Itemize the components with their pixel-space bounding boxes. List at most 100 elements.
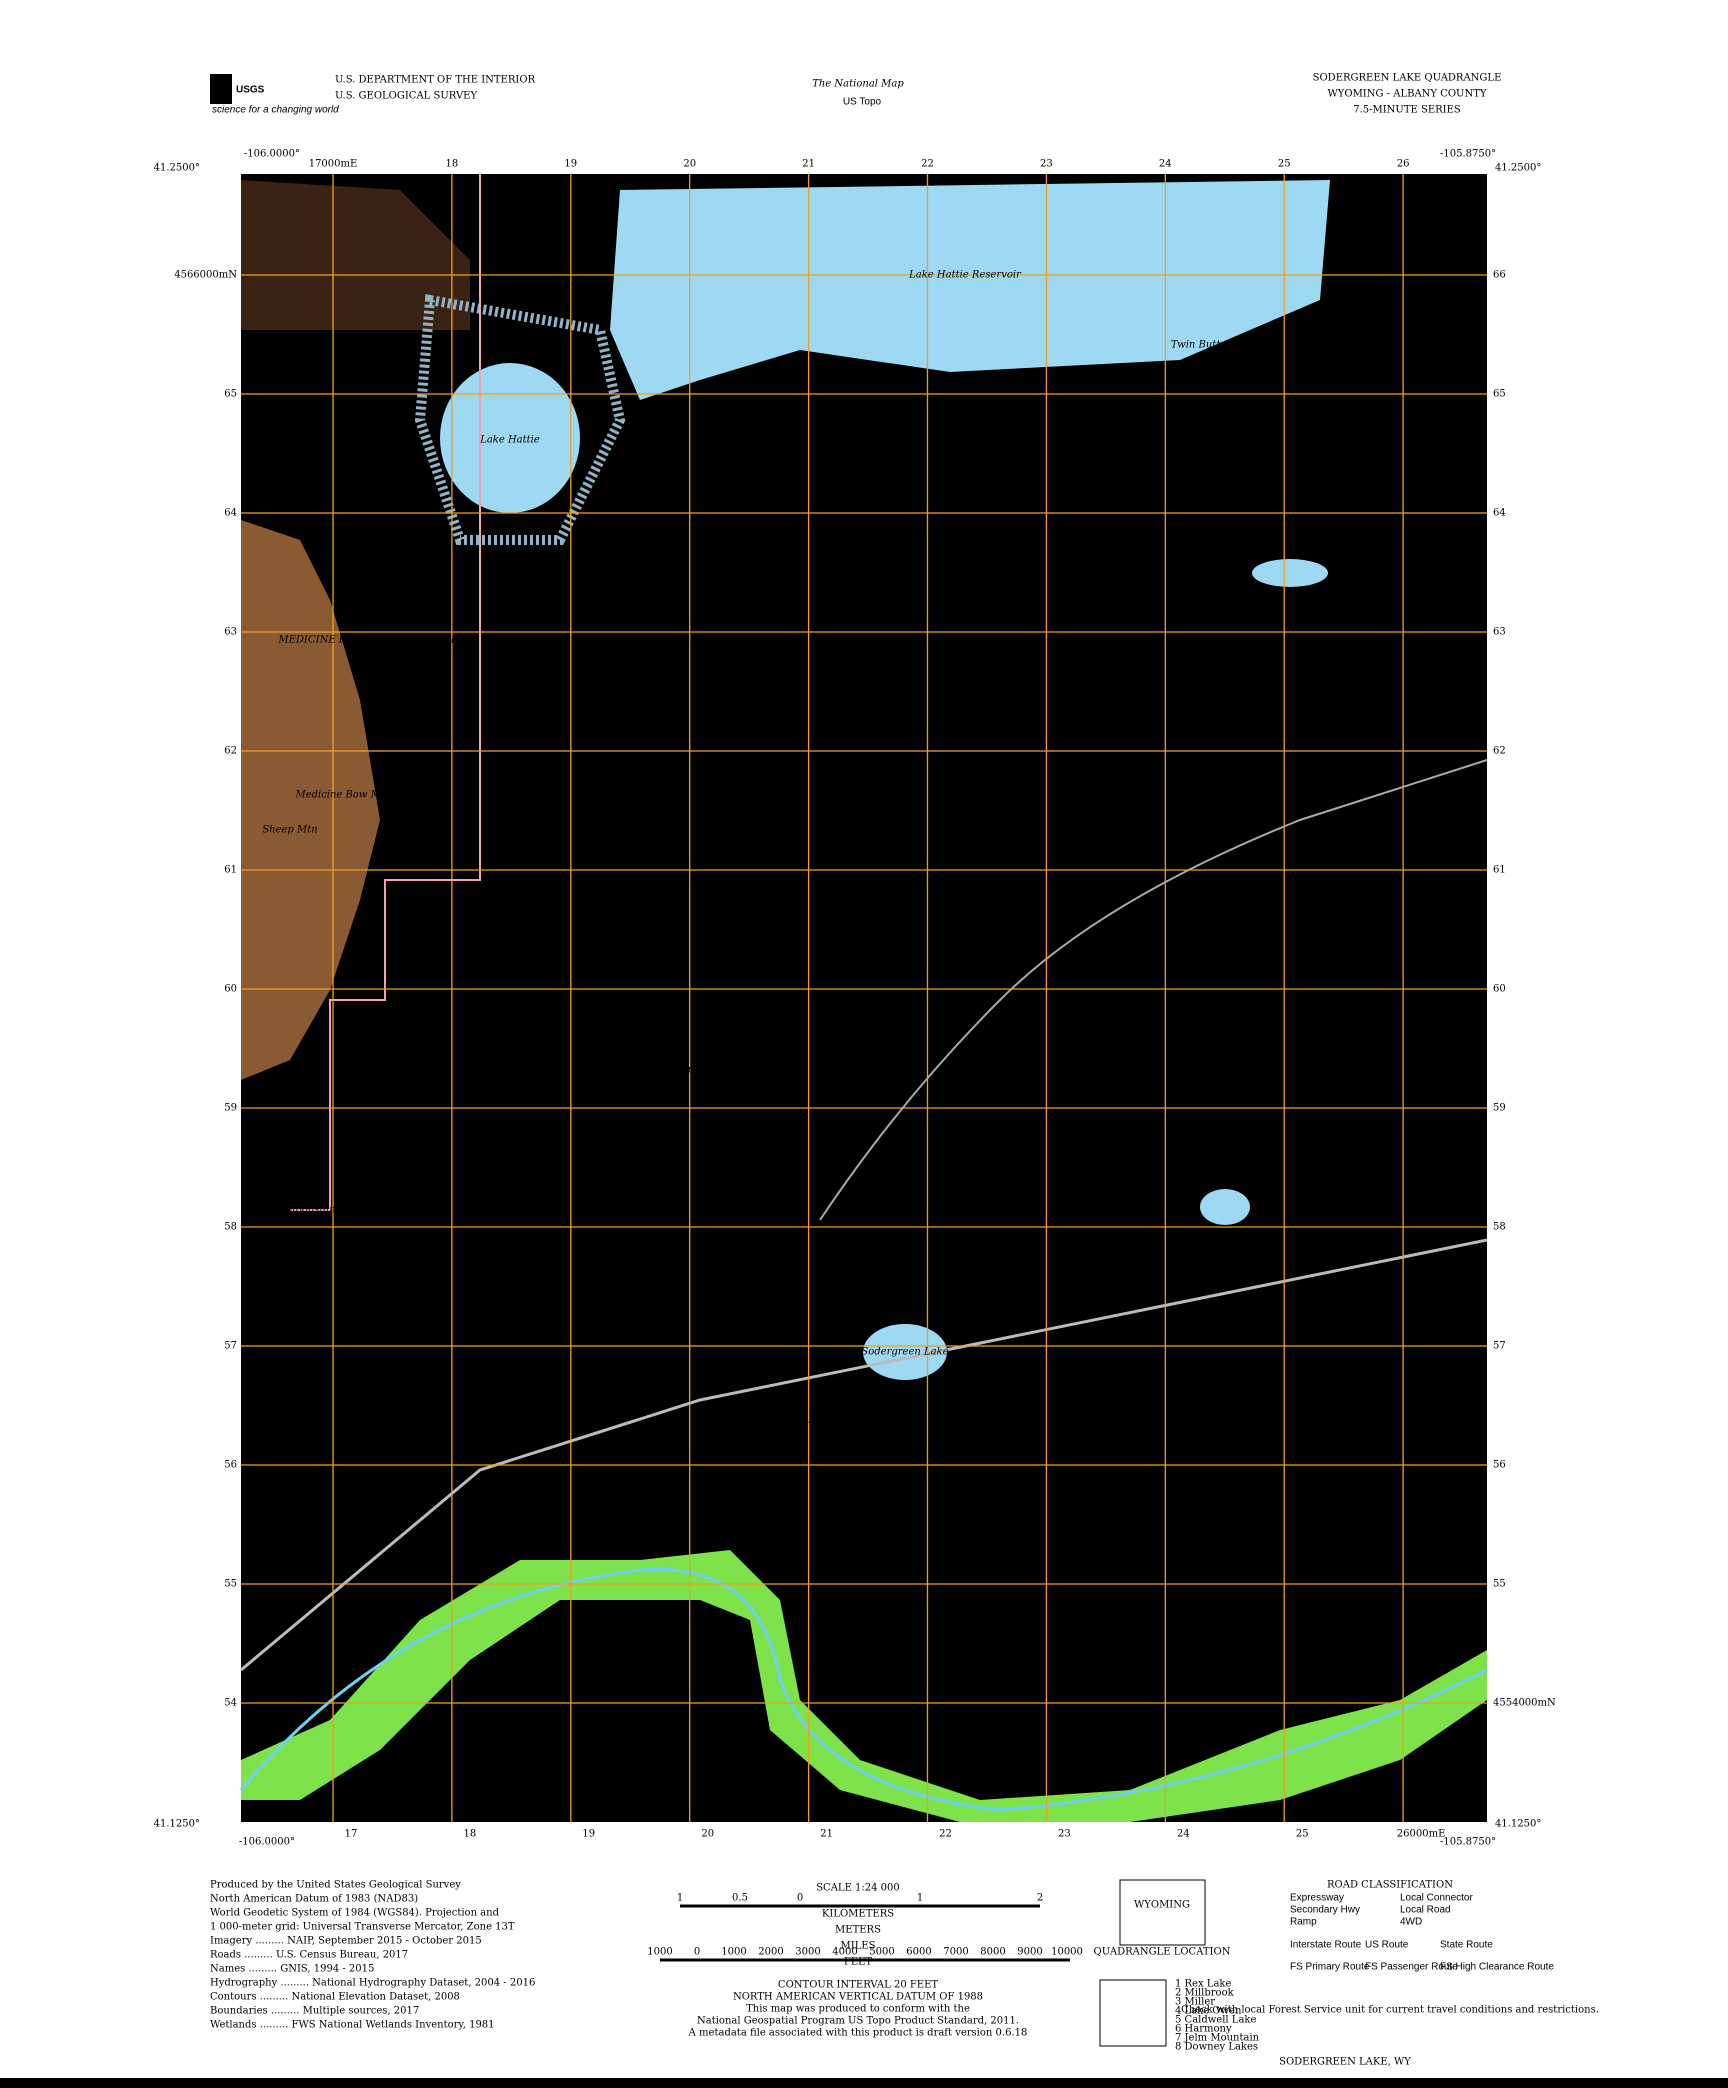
- grid-label: 19: [564, 159, 577, 170]
- grid-label: 59: [1493, 1103, 1506, 1114]
- scale-tick: 8000: [980, 1947, 1005, 1958]
- adjoining-quad: 1 Rex Lake: [1175, 1979, 1231, 1990]
- road-item: Local Connector: [1400, 1893, 1473, 1904]
- map-label: MEDICINE BOW NATIONAL FOREST: [277, 635, 472, 646]
- grid-label: 66: [1493, 270, 1506, 281]
- grid-label: 23: [1040, 159, 1053, 170]
- grid-label: 56: [1493, 1460, 1506, 1471]
- adjoining-quad: 2 Millbrook: [1175, 1988, 1235, 1999]
- map-label: Medicine Bow Mountains: [294, 790, 424, 801]
- scale-tick: 0.5: [732, 1893, 748, 1904]
- location-map: [1119, 1879, 1206, 1946]
- grid-label: 61: [224, 865, 237, 876]
- road-item: Expressway: [1290, 1893, 1344, 1904]
- forest-boundary: [290, 174, 481, 1211]
- scale-tick: 5000: [869, 1947, 894, 1958]
- contour-note: National Geospatial Program US Topo Prod…: [697, 2016, 1019, 2027]
- utm-grid: 17000mE 18 19 20 21 22 23 24 25 26 17 18 19 20 21 22 23 2…: [154, 149, 1556, 1848]
- map-label: Twin Buttes Lake: [1171, 340, 1259, 351]
- grid-label: 22: [939, 1829, 952, 1840]
- grid-label: 56: [224, 1460, 237, 1471]
- logo-tagline: science for a changing world: [212, 105, 339, 116]
- map-frame: [241, 174, 1487, 1822]
- credit: North American Datum of 1983 (NAD83): [210, 1894, 418, 1905]
- grid-label: 19: [582, 1829, 595, 1840]
- scale-tick: 9000: [1017, 1947, 1042, 1958]
- quadrangle-title: SODERGREEN LAKE QUADRANGLE: [1313, 73, 1502, 84]
- grid-label: 59: [224, 1103, 237, 1114]
- grid-label: 24: [1159, 159, 1172, 170]
- corner-coordinate: -105.8750°: [1440, 1837, 1496, 1848]
- scale-tick: 2: [1037, 1893, 1043, 1904]
- grid-label: 60: [224, 984, 237, 995]
- scale-tick: 1000: [721, 1947, 746, 1958]
- map-label: Moonshine Gulch: [285, 1205, 375, 1216]
- grid-label: 24: [1177, 1829, 1190, 1840]
- credit: Names ......... GNIS, 1994 - 2015: [210, 1964, 374, 1975]
- grid-label: 20: [701, 1829, 714, 1840]
- grid-label: 63: [224, 627, 237, 638]
- location: WYOMING: [1134, 1900, 1190, 1911]
- road-title: ROAD CLASSIFICATION: [1327, 1880, 1453, 1891]
- grid-label: 18: [446, 159, 459, 170]
- contour-note: This map was produced to conform with th…: [746, 2004, 970, 2015]
- lake: [1252, 559, 1328, 587]
- adjoining-quad: 8 Downey Lakes: [1175, 2042, 1258, 2053]
- lake: [440, 363, 580, 513]
- grid-label: 4566000mN: [174, 270, 237, 281]
- scale-unit: KILOMETERS: [822, 1909, 894, 1920]
- program: US Topo: [843, 97, 882, 108]
- grid-label: 21: [820, 1829, 833, 1840]
- scale-tick: 2000: [758, 1947, 783, 1958]
- road-item: US Route: [1365, 1940, 1409, 1951]
- road-item: Interstate Route: [1290, 1940, 1362, 1951]
- grid-label: 58: [1493, 1222, 1506, 1233]
- grid-label: 25: [1278, 159, 1291, 170]
- road-item: FS Passenger Route: [1365, 1962, 1458, 1973]
- map-label: Pioneer Canal: [1293, 1445, 1365, 1456]
- corner-coordinate: 41.1250°: [154, 1819, 200, 1830]
- grid-label: 62: [1493, 746, 1506, 757]
- scale-tick: 10000: [1051, 1947, 1083, 1958]
- grid-label: 57: [1493, 1341, 1506, 1352]
- grid-label: 54: [224, 1698, 237, 1709]
- quad-name: SODERGREEN LAKE, WY: [1279, 2057, 1411, 2068]
- grid-label: 65: [1493, 389, 1506, 400]
- credit: 1 000-meter grid: Universal Transverse M…: [210, 1922, 515, 1933]
- corner-coordinate: -106.0000°: [244, 149, 300, 160]
- corner-coordinate: 41.2500°: [1495, 163, 1541, 174]
- logo: USGS: [236, 85, 265, 96]
- grid-label: 55: [1493, 1579, 1506, 1590]
- grid-label: 4554000mN: [1493, 1698, 1556, 1709]
- marsh: [414, 294, 626, 545]
- map-labels: Lake Hattie Reservoir Lake Hattie Sodergre…: [262, 270, 1365, 1656]
- credit: World Geodetic System of 1984 (WGS84). P…: [210, 1908, 500, 1919]
- map-label: Sheep Mtn: [262, 825, 317, 836]
- road-item: 4WD: [1400, 1917, 1422, 1928]
- contour-note: A metadata file associated with this pro…: [688, 2028, 1028, 2039]
- grid-label: 61: [1493, 865, 1506, 876]
- credit: Wetlands ......... FWS National Wetlands…: [210, 2020, 495, 2031]
- grid-label: 62: [224, 746, 237, 757]
- scale-tick: 0: [694, 1947, 700, 1958]
- grid-label: 20: [683, 159, 696, 170]
- scale: SCALE 1:24 000: [816, 1883, 900, 1894]
- scale-unit: MILES: [841, 1941, 876, 1952]
- footer: Produced by the United States Geological…: [210, 1879, 1599, 2068]
- corner-coordinate: -105.8750°: [1440, 149, 1496, 160]
- location: QUADRANGLE LOCATION: [1094, 1947, 1231, 1958]
- grid-label: 21: [802, 159, 815, 170]
- grid-label: 23: [1058, 1829, 1071, 1840]
- adjoining-grid: [1099, 1979, 1167, 2047]
- scale-tick: 3000: [795, 1947, 820, 1958]
- grid-label: 55: [224, 1579, 237, 1590]
- grid-label: 25: [1296, 1829, 1309, 1840]
- road-item: State Route: [1440, 1940, 1493, 1951]
- grid-label: 57: [224, 1341, 237, 1352]
- grid-label: 64: [224, 508, 237, 519]
- scale-tick: 6000: [906, 1947, 931, 1958]
- corner-coordinate: -106.0000°: [239, 1837, 295, 1848]
- grid-label: 64: [1493, 508, 1506, 519]
- grid-label: 22: [921, 159, 934, 170]
